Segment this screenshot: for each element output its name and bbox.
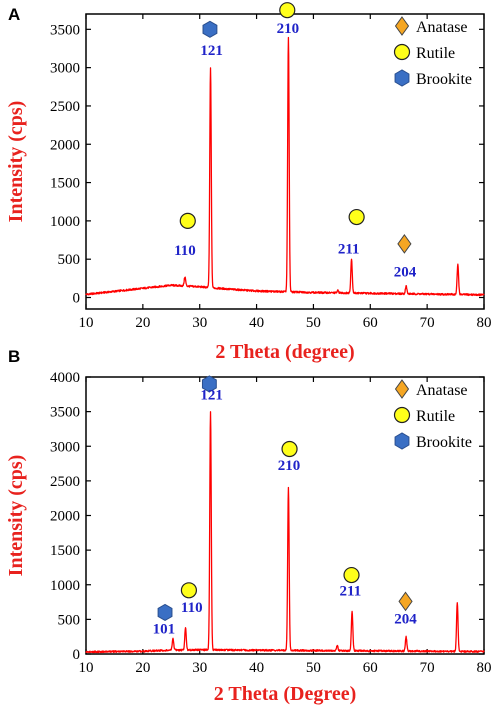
peak-label: 211 — [340, 583, 362, 599]
x-tick-label: 80 — [477, 315, 492, 331]
legend-label: Brookite — [416, 71, 472, 88]
peak-label: 210 — [277, 21, 300, 37]
x-axis-title: 2 Theta (degree) — [215, 341, 354, 363]
y-tick-label: 1000 — [50, 214, 80, 230]
y-tick-label: 2500 — [50, 99, 80, 115]
circle-marker — [279, 2, 296, 19]
y-tick-label: 500 — [58, 252, 81, 268]
y-tick-label: 500 — [58, 612, 81, 628]
peak-label: 204 — [394, 612, 417, 628]
x-tick-label: 70 — [420, 315, 435, 331]
panel-letter: A — [8, 5, 20, 24]
x-tick-label: 30 — [192, 660, 207, 676]
y-tick-label: 2500 — [50, 474, 80, 490]
circle-marker — [180, 582, 198, 599]
y-tick-label: 3000 — [50, 61, 80, 77]
y-axis-title: Intensity (cps) — [5, 455, 27, 577]
hexagon-marker — [201, 375, 217, 393]
diamond-marker — [398, 591, 413, 612]
y-axis-title: Intensity (cps) — [5, 101, 27, 223]
xrd-series-line — [85, 411, 485, 654]
legend-rutile-marker — [393, 43, 411, 61]
peak-label: 204 — [394, 264, 417, 280]
x-tick-label: 70 — [420, 660, 435, 676]
legend-label: Anatase — [416, 19, 468, 36]
hexagon-marker — [202, 20, 218, 38]
x-tick-label: 40 — [249, 315, 264, 331]
x-tick-label: 30 — [192, 315, 207, 331]
circle-marker — [281, 440, 298, 458]
circle-marker — [179, 212, 196, 229]
panel-letter: B — [8, 347, 20, 366]
y-tick-label: 2000 — [50, 509, 80, 525]
y-tick-label: 4000 — [50, 370, 80, 386]
diamond-marker — [397, 234, 412, 254]
x-tick-label: 50 — [306, 315, 321, 331]
x-tick-label: 10 — [79, 660, 94, 676]
legend-label: Anatase — [416, 382, 468, 399]
y-tick-label: 0 — [73, 647, 81, 663]
x-tick-label: 20 — [135, 660, 150, 676]
legend-brookite-marker — [394, 432, 410, 450]
legend-rutile-marker — [393, 406, 411, 424]
x-tick-label: 60 — [363, 315, 378, 331]
y-tick-label: 1500 — [50, 176, 80, 192]
legend-anatase-marker — [394, 16, 410, 36]
y-tick-label: 1000 — [50, 578, 80, 594]
peak-label: 101 — [153, 621, 176, 637]
legend-label: Brookite — [416, 434, 472, 451]
legend-label: Rutile — [416, 45, 455, 62]
y-tick-label: 0 — [73, 291, 81, 307]
x-tick-label: 80 — [477, 660, 492, 676]
legend-brookite-marker — [394, 69, 410, 87]
chart-panel-b: B 10 20 30 40 50 60 70 80 0 500 1000 1500 2000 2500 300… — [5, 347, 492, 705]
circle-marker — [343, 566, 360, 584]
y-tick-label: 3500 — [50, 405, 80, 421]
peak-label: 110 — [174, 243, 196, 259]
x-tick-label: 60 — [363, 660, 378, 676]
x-tick-label: 20 — [135, 315, 150, 331]
legend-anatase-marker — [394, 379, 410, 399]
y-tick-label: 3500 — [50, 22, 80, 38]
hexagon-marker — [157, 603, 173, 622]
y-tick-label: 3000 — [50, 439, 80, 455]
peak-label: 121 — [200, 387, 223, 403]
y-tick-label: 1500 — [50, 543, 80, 559]
legend-label: Rutile — [416, 408, 455, 425]
peak-label: 211 — [338, 241, 360, 257]
x-axis-title: 2 Theta (Degree) — [214, 683, 357, 705]
y-tick-label: 2000 — [50, 137, 80, 153]
circle-marker — [348, 208, 365, 226]
peak-label: 110 — [181, 600, 203, 616]
peak-label: 121 — [200, 43, 223, 59]
x-tick-label: 10 — [79, 315, 94, 331]
x-tick-label: 40 — [249, 660, 264, 676]
x-tick-label: 50 — [306, 660, 321, 676]
chart-panel-a: A 10 20 30 40 50 60 70 80 0 500 1000 1500 2000 2500 300… — [5, 2, 492, 363]
peak-label: 210 — [278, 458, 301, 474]
xrd-series-line — [85, 36, 485, 297]
